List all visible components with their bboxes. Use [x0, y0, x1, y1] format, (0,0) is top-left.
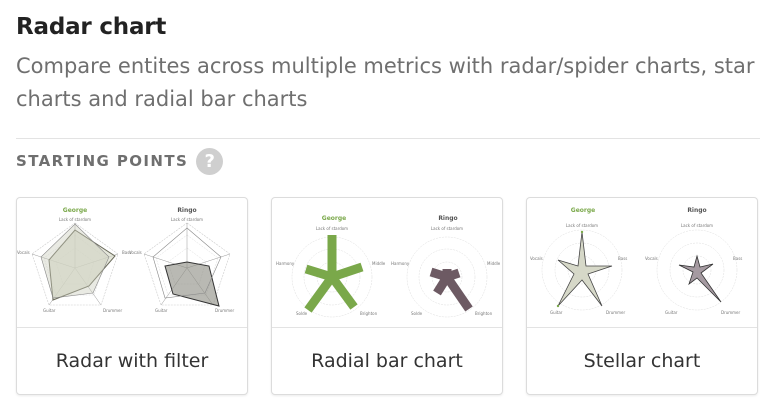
stellar-right: Lack of stardom Bass Drummer Guitar Voca… [645, 223, 742, 315]
svg-text:Brighton: Brighton [360, 311, 378, 316]
radial-bar-left: Lack of stardom Middle Brighton Solde Ha… [276, 226, 386, 318]
svg-text:Harmony: Harmony [276, 261, 295, 266]
card-separator [527, 327, 757, 328]
svg-text:Lack of stardom: Lack of stardom [316, 226, 348, 231]
svg-text:Vocals: Vocals [17, 250, 30, 255]
svg-text:Bass: Bass [733, 256, 742, 261]
svg-text:Harmony: Harmony [391, 261, 410, 266]
svg-text:Guitar: Guitar [665, 310, 678, 315]
svg-text:Drummer: Drummer [103, 308, 123, 313]
question-mark-icon[interactable]: ? [196, 147, 224, 175]
radial-bar-right: Lack of stardom Middle Brighton Solde Ha… [391, 226, 501, 318]
svg-text:Bass: Bass [122, 250, 131, 255]
card-separator [272, 327, 502, 328]
card-label[interactable]: Stellar chart [583, 350, 701, 372]
stellar-left: Lack of stardom Bass Drummer Guitar Voca… [530, 223, 627, 315]
card-radar-with-filter[interactable]: George Lack of stardom Bass Drummer Guit… [16, 197, 248, 395]
divider [16, 138, 760, 139]
card-thumbnail: George Lack of stardom Bass Drummer Guit… [527, 198, 757, 327]
svg-text:Lack of stardom: Lack of stardom [566, 223, 598, 228]
thumb-right-title: Ringo [687, 207, 706, 214]
card-thumbnail: George Lack of stardom Middle Brighton S… [272, 198, 502, 327]
svg-text:Solde: Solde [296, 311, 308, 316]
card-label[interactable]: Radial bar chart [311, 350, 463, 372]
card-thumbnail: George Lack of stardom Bass Drummer Guit… [17, 198, 247, 327]
svg-text:Lack of stardom: Lack of stardom [681, 223, 713, 228]
section-heading: STARTING POINTS ? [16, 146, 224, 176]
svg-text:Vocals: Vocals [645, 256, 658, 261]
thumb-left-title: George [322, 215, 346, 222]
thumb-left-title: George [63, 207, 87, 214]
svg-text:Drummer: Drummer [215, 308, 235, 313]
svg-text:Middle: Middle [372, 261, 386, 266]
svg-text:Guitar: Guitar [550, 310, 563, 315]
svg-text:Vocals: Vocals [129, 250, 142, 255]
svg-text:Solde: Solde [411, 311, 423, 316]
page-subtitle: Compare entites across multiple metrics … [16, 54, 755, 111]
svg-text:Guitar: Guitar [155, 308, 168, 313]
radar-left: Lack of stardom Bass Drummer Guitar Voca… [17, 217, 131, 313]
svg-text:Bass: Bass [618, 256, 627, 261]
svg-text:Drummer: Drummer [721, 310, 741, 315]
svg-text:Vocals: Vocals [530, 256, 543, 261]
svg-text:Guitar: Guitar [43, 308, 56, 313]
thumb-right-title: Ringo [177, 207, 196, 214]
thumb-right-title: Ringo [438, 215, 457, 222]
card-separator [17, 327, 247, 328]
card-stellar-chart[interactable]: George Lack of stardom Bass Drummer Guit… [526, 197, 758, 395]
section-label: STARTING POINTS [16, 152, 189, 170]
thumb-left-title: George [571, 207, 595, 214]
svg-text:Lack of stardom: Lack of stardom [59, 217, 91, 222]
svg-text:Lack of stardom: Lack of stardom [171, 217, 203, 222]
page-title: Radar chart [16, 14, 167, 40]
card-radial-bar-chart[interactable]: George Lack of stardom Middle Brighton S… [271, 197, 503, 395]
radar-right: Lack of stardom Vocals Drummer Guitar [129, 217, 235, 313]
card-label[interactable]: Radar with filter [55, 350, 209, 372]
svg-text:Lack of stardom: Lack of stardom [431, 226, 463, 231]
svg-text:Brighton: Brighton [475, 311, 493, 316]
svg-text:Drummer: Drummer [606, 310, 626, 315]
svg-text:Middle: Middle [487, 261, 501, 266]
